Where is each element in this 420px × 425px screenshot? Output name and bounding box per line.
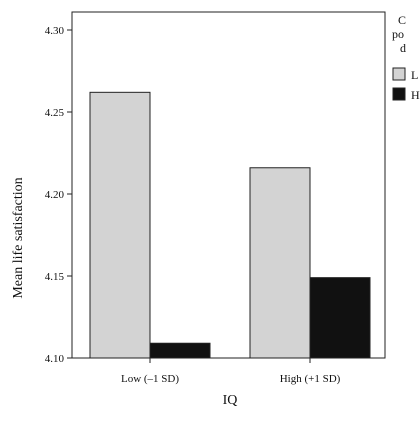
bar-light-0	[89, 91, 151, 359]
legend-label-0: L	[411, 68, 418, 82]
x-tick-label-0: Low (–1 SD)	[121, 373, 179, 385]
legend-title-line-1: po	[392, 27, 404, 41]
legend-label-1: H	[411, 88, 420, 102]
y-tick-label-0: 4.10	[45, 353, 65, 365]
y-tick-label-3: 4.25	[45, 107, 65, 119]
legend-swatch-1	[392, 87, 406, 101]
x-tick-label-1: High (+1 SD)	[280, 373, 341, 385]
y-axis-title: Mean life satisfaction	[11, 177, 26, 298]
bar-light-1	[249, 167, 311, 359]
bar-dark-1	[309, 277, 371, 359]
y-tick-label-4: 4.30	[45, 25, 65, 37]
bar-dark-0	[149, 342, 211, 359]
legend-swatch-0	[392, 67, 406, 81]
axes: 4.10 4.15 4.20 4.25 4.30 Low (–1 SD) High (+1 …	[45, 25, 341, 385]
legend-title-line-2: d	[400, 41, 406, 55]
legend-title-line-0: C	[398, 13, 406, 27]
bar-marks	[89, 91, 371, 359]
plot-area	[71, 11, 386, 359]
y-tick-label-1: 4.15	[45, 271, 65, 283]
plot-frame	[71, 11, 386, 359]
y-tick-label-2: 4.20	[45, 189, 65, 201]
x-axis-title: IQ	[223, 393, 238, 408]
